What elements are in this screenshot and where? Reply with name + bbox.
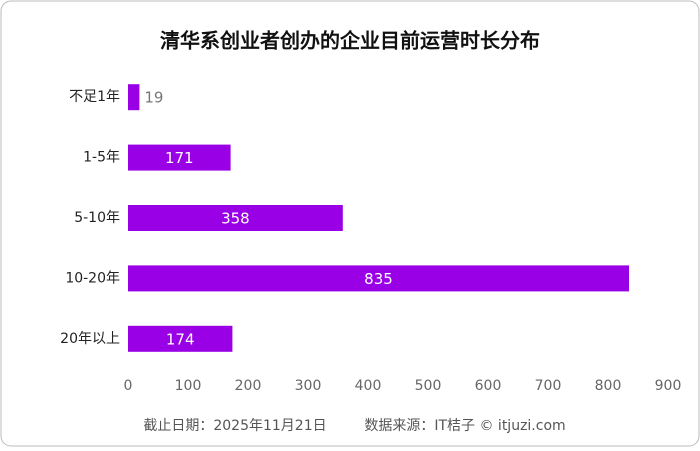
x-tick-label: 900 [655, 378, 682, 394]
x-tick-label: 0 [124, 378, 133, 394]
chart-title: 清华系创业者创办的企业目前运营时长分布 [160, 29, 540, 53]
value-label: 358 [221, 210, 250, 228]
footer-date: 截止日期：2025年11月21日 [143, 418, 326, 434]
value-label: 174 [166, 330, 195, 348]
x-tick-label: 500 [415, 378, 442, 394]
bar [128, 144, 231, 171]
x-tick-label: 100 [175, 378, 202, 394]
bar [128, 325, 233, 352]
bar [128, 265, 629, 292]
x-tick-label: 600 [475, 378, 502, 394]
x-tick-label: 800 [595, 378, 622, 394]
y-tick-label: 1-5年 [83, 150, 120, 166]
y-tick-label: 不足1年 [69, 89, 120, 105]
y-tick-label: 20年以上 [60, 331, 120, 347]
bar [128, 84, 140, 111]
x-tick-label: 200 [235, 378, 262, 394]
y-tick-label: 10-20年 [65, 270, 120, 286]
value-label: 19 [144, 89, 163, 107]
value-label: 171 [165, 149, 194, 167]
bar [128, 205, 343, 231]
x-tick-label: 300 [295, 378, 322, 394]
value-label: 835 [364, 270, 393, 288]
footer-source: 数据来源：IT桔子 © itjuzi.com [364, 418, 565, 434]
x-tick-label: 400 [355, 378, 382, 394]
y-tick-label: 5-10年 [74, 210, 120, 226]
x-tick-label: 700 [535, 378, 562, 394]
